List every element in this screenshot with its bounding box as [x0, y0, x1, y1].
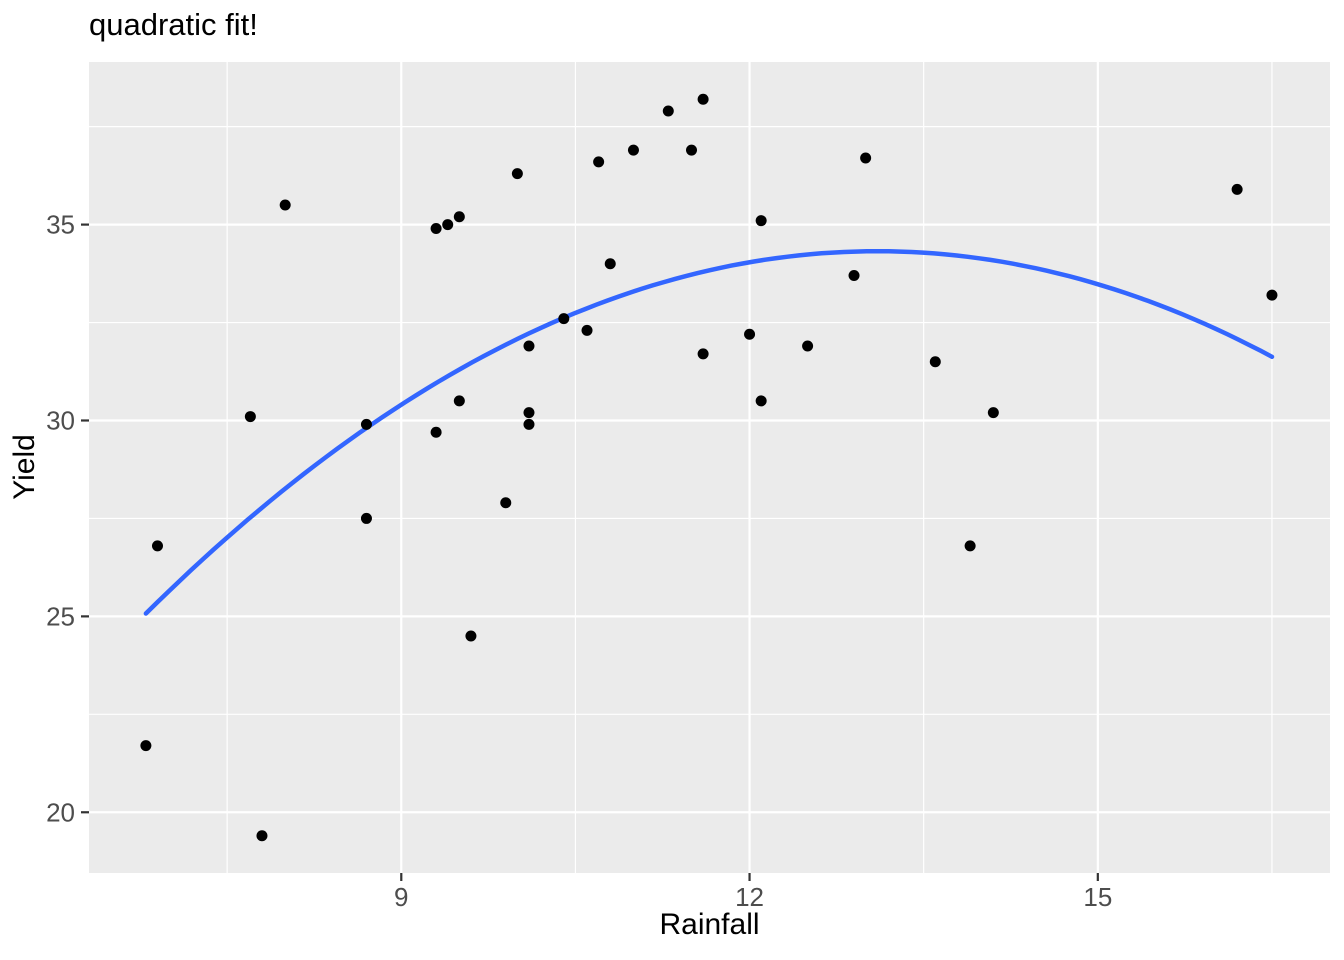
data-point	[140, 740, 152, 752]
data-point	[744, 328, 756, 340]
y-tick-label: 30	[46, 405, 75, 435]
data-point	[442, 219, 454, 231]
data-point	[523, 340, 535, 352]
smooth-line	[143, 248, 1275, 616]
data-point	[581, 324, 593, 336]
data-point	[987, 407, 999, 419]
panel-background	[89, 62, 1330, 873]
y-axis-title: Yield	[8, 434, 41, 500]
data-point	[360, 418, 372, 430]
x-axis-title: Rainfall	[659, 908, 760, 941]
data-point	[755, 215, 767, 227]
data-point	[604, 258, 616, 270]
plot-title: quadratic fit!	[89, 7, 258, 42]
data-point	[244, 411, 256, 423]
data-point	[802, 340, 814, 352]
data-point	[500, 497, 512, 509]
data-point	[523, 407, 535, 419]
data-point	[1266, 289, 1278, 301]
data-point	[929, 356, 941, 368]
data-point	[453, 211, 465, 223]
data-point	[279, 199, 291, 211]
data-point	[360, 512, 372, 524]
data-point	[465, 630, 477, 642]
data-point	[964, 540, 976, 552]
x-tick-label: 15	[1083, 882, 1112, 912]
data-point	[1231, 183, 1243, 195]
y-tick-label: 20	[46, 797, 75, 827]
data-point	[430, 223, 442, 235]
data-point	[697, 348, 709, 360]
data-point	[558, 313, 570, 325]
data-point	[627, 144, 639, 156]
data-point	[430, 426, 442, 438]
data-point	[151, 540, 163, 552]
data-point	[860, 152, 872, 164]
data-point	[755, 395, 767, 407]
y-tick-label: 35	[46, 210, 75, 240]
x-tick-label: 12	[735, 882, 764, 912]
data-point	[697, 93, 709, 105]
data-point	[511, 168, 523, 180]
data-point	[593, 156, 605, 168]
y-tick-label: 25	[46, 601, 75, 631]
data-point	[662, 105, 674, 117]
data-point	[453, 395, 465, 407]
data-point	[848, 270, 860, 282]
data-point	[523, 418, 535, 430]
x-tick-label: 9	[394, 882, 408, 912]
data-point	[256, 830, 268, 842]
data-point	[686, 144, 698, 156]
